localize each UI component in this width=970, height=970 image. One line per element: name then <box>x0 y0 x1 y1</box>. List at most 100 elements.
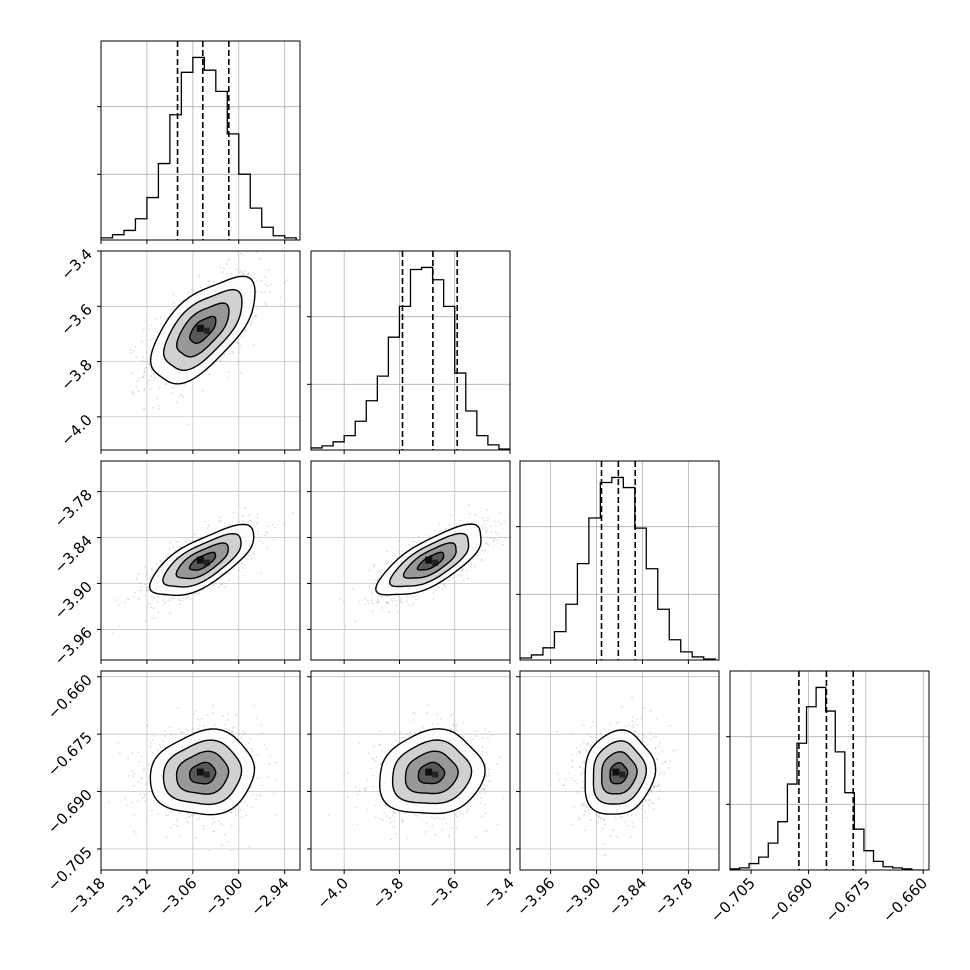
sample-point <box>160 561 163 564</box>
sample-point <box>588 809 590 811</box>
sample-point <box>248 224 250 226</box>
sample-point <box>385 601 388 603</box>
sample-point <box>401 550 404 553</box>
sample-point <box>144 566 147 568</box>
sample-point <box>597 816 600 819</box>
sample-point <box>434 589 437 592</box>
sample-point <box>178 395 181 397</box>
sample-point <box>249 323 252 326</box>
contour-line <box>416 551 445 571</box>
sample-point <box>248 846 251 848</box>
sample-point <box>220 578 223 581</box>
sample-point <box>150 567 153 570</box>
sample-point <box>140 589 143 592</box>
sample-point <box>261 541 264 544</box>
sample-point <box>413 813 416 816</box>
sample-point <box>257 513 259 516</box>
panel-frame <box>310 460 511 661</box>
sample-point <box>143 389 146 392</box>
sample-point <box>283 281 286 284</box>
sample-point <box>411 604 414 607</box>
sample-point <box>352 588 354 590</box>
sample-point <box>188 815 190 818</box>
sample-point <box>642 707 645 709</box>
sample-point <box>194 533 196 535</box>
sample-point <box>171 386 174 389</box>
sample-point <box>393 731 396 734</box>
sample-point <box>374 759 377 762</box>
sample-point <box>136 385 139 388</box>
sample-point <box>207 280 210 283</box>
sample-point <box>165 835 168 838</box>
sample-point <box>181 731 184 734</box>
sample-point <box>227 728 230 731</box>
sample-point <box>135 576 138 579</box>
sample-point <box>156 330 159 333</box>
sample-point <box>481 750 484 753</box>
sample-point <box>145 818 148 820</box>
sample-point <box>173 597 176 600</box>
sample-point <box>150 595 153 598</box>
sample-point <box>133 591 136 594</box>
sample-point <box>439 818 441 821</box>
sample-point <box>342 600 345 602</box>
sample-point <box>241 271 244 274</box>
sample-point <box>221 271 224 273</box>
sample-point <box>244 330 247 333</box>
sample-point <box>376 601 379 604</box>
sample-point <box>244 732 247 735</box>
sample-point <box>363 787 366 790</box>
sample-point <box>366 779 369 782</box>
sample-point <box>231 523 234 526</box>
sample-point <box>250 321 253 324</box>
sample-point <box>196 729 199 732</box>
sample-point <box>389 817 391 820</box>
panel-content <box>520 671 719 870</box>
sample-point <box>257 777 259 779</box>
density-peak <box>432 771 439 778</box>
sample-point <box>226 713 229 715</box>
sample-point <box>405 733 408 735</box>
contour-line <box>189 761 217 785</box>
sample-point <box>370 767 373 770</box>
sample-point <box>512 506 514 508</box>
sample-point <box>364 788 367 791</box>
sample-point <box>589 726 592 729</box>
sample-point <box>482 788 484 791</box>
sample-point <box>244 329 246 332</box>
sample-point <box>230 810 233 813</box>
sample-point <box>396 611 399 614</box>
sample-point <box>222 267 225 269</box>
sample-point <box>199 724 201 727</box>
sample-point <box>169 726 171 729</box>
sample-point <box>242 254 245 257</box>
sample-point <box>191 815 194 817</box>
histogram-panel-1 <box>307 250 511 451</box>
sample-point <box>441 828 444 831</box>
sample-point <box>473 565 476 568</box>
sample-point <box>609 834 612 837</box>
sample-point <box>397 595 400 598</box>
sample-point <box>213 281 216 283</box>
sample-point <box>138 590 141 592</box>
sample-point <box>373 563 375 566</box>
sample-point <box>455 729 458 731</box>
density-peak <box>425 556 433 564</box>
sample-point <box>184 597 187 600</box>
sample-point <box>400 600 402 603</box>
contour-line <box>404 750 459 795</box>
sample-point <box>203 825 205 827</box>
sample-point <box>240 816 243 818</box>
sample-point <box>358 600 361 603</box>
sample-point <box>487 771 490 774</box>
sample-point <box>162 599 165 601</box>
sample-point <box>415 541 418 544</box>
sample-point <box>145 572 148 574</box>
sample-point <box>132 785 135 788</box>
density-peak <box>203 559 210 566</box>
histogram-steps <box>101 56 297 240</box>
sample-point <box>260 572 262 574</box>
sample-point <box>218 516 221 519</box>
sample-point <box>252 793 254 796</box>
sample-point <box>344 624 347 627</box>
